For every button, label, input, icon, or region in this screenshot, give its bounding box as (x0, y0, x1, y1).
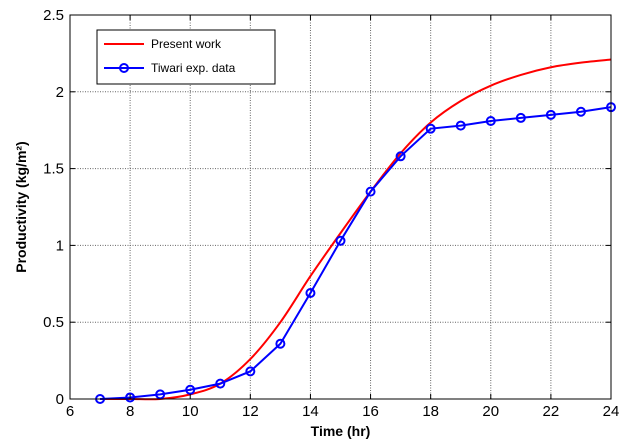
data-point (305, 288, 316, 299)
series-line-tiwari (100, 106, 612, 400)
data-point (185, 384, 196, 395)
data-point (215, 378, 226, 389)
legend-label: Tiwari exp. data (151, 61, 236, 75)
x-tick-label: 24 (603, 403, 620, 420)
series-layer (95, 58, 616, 404)
data-point (425, 123, 436, 134)
x-tick-label: 18 (422, 403, 439, 420)
legend: Present work Tiwari exp. data (96, 29, 276, 85)
series-line-present-work (100, 58, 612, 401)
data-point (545, 109, 556, 120)
x-tick-label: 12 (242, 403, 259, 420)
y-tick-label: 2 (56, 84, 64, 101)
data-point (515, 112, 526, 123)
data-point (335, 235, 346, 246)
data-point (395, 151, 406, 162)
x-tick-label: 14 (302, 403, 319, 420)
ticks: 6 8 10 12 14 16 18 20 22 24 0 0.5 1 1.5 2 2.5 (43, 7, 619, 420)
data-point (275, 338, 286, 349)
x-tick-label: 22 (543, 403, 560, 420)
data-point (125, 392, 136, 403)
y-tick-label: 1.5 (43, 161, 64, 178)
y-tick-label: 0 (56, 391, 64, 408)
y-tick-label: 2.5 (43, 7, 64, 24)
data-point (155, 389, 166, 400)
y-axis-title: Productivity (kg/m²) (13, 141, 29, 272)
plot-frame (69, 14, 612, 400)
y-tick-label: 1 (56, 237, 64, 254)
data-point (245, 366, 256, 377)
x-tick-label: 20 (482, 403, 499, 420)
x-tick-label: 8 (126, 403, 134, 420)
x-axis-title: Time (hr) (311, 423, 371, 439)
legend-label: Present work (151, 37, 222, 51)
data-point (365, 186, 376, 197)
grid (70, 15, 611, 399)
data-point (575, 106, 586, 117)
y-tick-label: 0.5 (43, 314, 64, 331)
legend-marker (119, 63, 129, 73)
x-tick-label: 10 (182, 403, 199, 420)
x-tick-label: 16 (362, 403, 379, 420)
legend-box (96, 29, 276, 85)
x-tick-label: 6 (66, 403, 74, 420)
data-point (455, 120, 466, 131)
data-point (485, 115, 496, 126)
